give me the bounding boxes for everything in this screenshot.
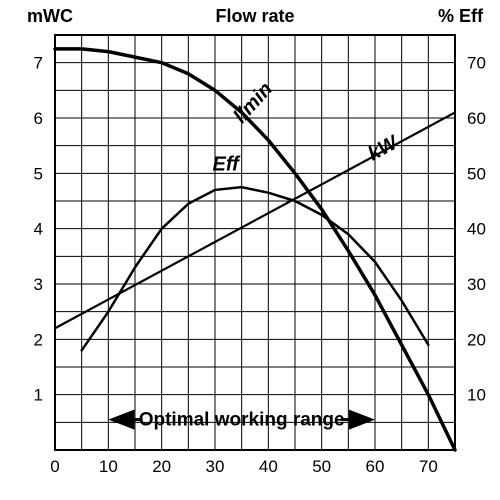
svg-text:4: 4 [34,220,43,239]
svg-text:Optimal working range: Optimal working range [139,410,345,431]
svg-text:7: 7 [34,54,43,73]
svg-text:6: 6 [34,109,43,128]
svg-text:% Eff: % Eff [438,6,484,26]
svg-text:60: 60 [467,109,486,128]
svg-text:50: 50 [467,164,486,183]
pump-chart: 0 10 20 30 40 50 60 70 1 2 3 4 5 6 7 10 20 30 40 50 60 70 mWC F… [0,0,500,500]
svg-text:40: 40 [259,457,278,476]
svg-text:60: 60 [366,457,385,476]
svg-text:70: 70 [419,457,438,476]
svg-text:30: 30 [467,275,486,294]
svg-text:50: 50 [312,457,331,476]
svg-text:20: 20 [467,330,486,349]
svg-text:5: 5 [34,164,43,183]
svg-text:10: 10 [99,457,118,476]
svg-text:2: 2 [34,330,43,349]
svg-text:20: 20 [152,457,171,476]
svg-text:Flow rate: Flow rate [215,6,294,26]
svg-text:mWC: mWC [27,6,73,26]
svg-text:3: 3 [34,275,43,294]
svg-text:0: 0 [50,457,59,476]
svg-text:40: 40 [467,220,486,239]
svg-text:30: 30 [206,457,225,476]
svg-text:Eff: Eff [213,154,242,176]
svg-text:1: 1 [34,386,43,405]
svg-text:70: 70 [467,54,486,73]
svg-text:10: 10 [467,386,486,405]
